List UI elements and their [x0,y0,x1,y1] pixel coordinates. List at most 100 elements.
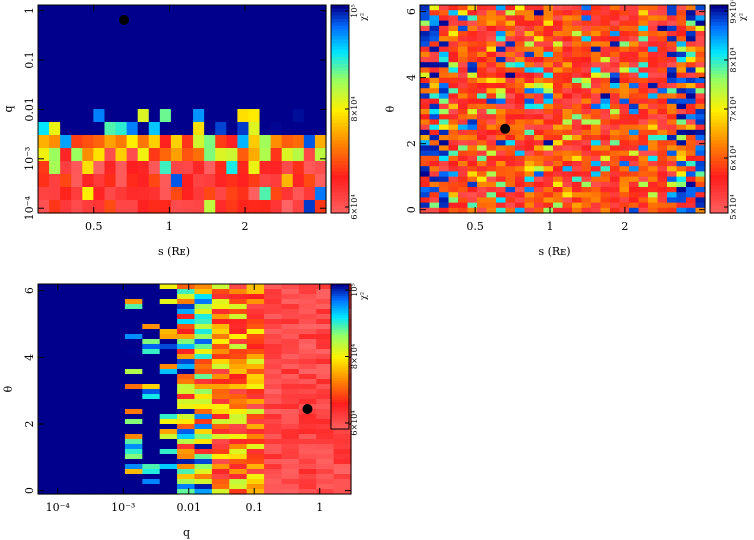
colorbar-band [331,195,349,200]
heatmap-cell [246,354,265,360]
heatmap-cell [229,349,248,355]
heatmap-cell [93,18,106,32]
heatmap-cell [90,414,109,420]
heatmap-cell [553,57,564,63]
heatmap-cell [448,187,459,193]
heatmap-cell [534,187,545,193]
heatmap-cell [448,166,459,172]
heatmap-cell [420,176,431,183]
heatmap-cell [458,197,469,204]
heatmap-cell [281,409,300,415]
colorbar-band [710,147,728,152]
colorbar-band [331,288,349,292]
heatmap-cell [591,187,602,193]
heatmap-cell [264,469,283,475]
heatmap-cell [638,72,649,79]
heatmap-cell [629,31,640,37]
heatmap-cell [429,62,440,68]
heatmap-cell [194,409,213,415]
heatmap-cell [148,148,161,162]
heatmap-cell [610,192,621,198]
heatmap-cell [524,150,535,157]
heatmap-cell [667,202,678,209]
heatmap-cell [505,88,516,94]
heatmap-cell [104,57,117,71]
heatmap-cell [194,359,213,365]
heatmap-cell [170,187,183,201]
heatmap-cell [93,174,106,188]
heatmap-cell [60,18,72,32]
heatmap-cell [524,166,535,172]
colorbar-band [331,39,349,44]
heatmap-cell [264,299,283,305]
x-tick-label: 1 [547,220,554,233]
colorbar-band [331,143,349,148]
heatmap-cell [115,148,128,162]
heatmap-cell [600,140,611,146]
heatmap-cell [90,399,109,405]
heatmap-cell [49,200,61,214]
heatmap-cell [515,176,526,183]
heatmap-cell [38,449,56,455]
heatmap-cell [638,187,649,193]
heatmap-cell [264,284,283,290]
heatmap-cell [281,329,300,335]
heatmap-cell [619,77,630,84]
heatmap-cell [38,148,50,162]
heatmap-cell [333,429,352,435]
heatmap-cell [505,119,516,126]
heatmap-cell [237,83,250,97]
heatmap-cell [159,148,172,162]
heatmap-cell [281,374,300,380]
heatmap-cell [657,176,668,183]
heatmap-cell [211,454,230,460]
heatmap-cell [648,150,659,157]
heatmap-cell [177,484,196,490]
heatmap-cell [524,187,535,193]
heatmap-cell [686,20,697,27]
heatmap-cell [429,109,440,115]
heatmap-cell [281,57,294,71]
heatmap-cell [429,103,440,110]
heatmap-cell [439,15,450,22]
heatmap-cell [600,62,611,68]
heatmap-cell [72,434,91,440]
heatmap-cell [515,5,526,11]
heatmap-cell [553,176,564,183]
heatmap-cell [211,469,230,475]
heatmap-cell [49,83,61,97]
colorbar-band [331,286,349,290]
heatmap-cell [55,414,74,420]
heatmap-cell [72,449,91,455]
heatmap-cell [159,484,178,490]
heatmap-cell [600,98,611,105]
heatmap-cell [657,171,668,178]
heatmap-cell [38,369,56,375]
heatmap-cell [496,150,507,157]
heatmap-cell [281,394,300,400]
heatmap-cell [137,200,150,214]
heatmap-cell [695,181,706,188]
heatmap-cell [638,171,649,178]
heatmap-cell [194,364,213,370]
heatmap-cell [49,44,61,58]
heatmap-cell [298,374,317,380]
heatmap-cell [572,103,583,110]
heatmap-cell [226,96,238,110]
heatmap-cell [226,109,238,123]
heatmap-cell [448,25,459,32]
heatmap-cell [667,10,678,16]
heatmap-cell [486,207,497,214]
heatmap-cell [619,155,630,162]
heatmap-cell [534,41,545,48]
heatmap-cell [477,202,488,209]
heatmap-cell [543,67,554,74]
heatmap-cell [458,124,469,131]
heatmap-cell [619,176,630,183]
heatmap-cell [496,192,507,198]
heatmap-cell [439,83,450,89]
heatmap-cell [420,31,431,37]
heatmap-cell [72,404,91,410]
heatmap-cell [629,103,640,110]
